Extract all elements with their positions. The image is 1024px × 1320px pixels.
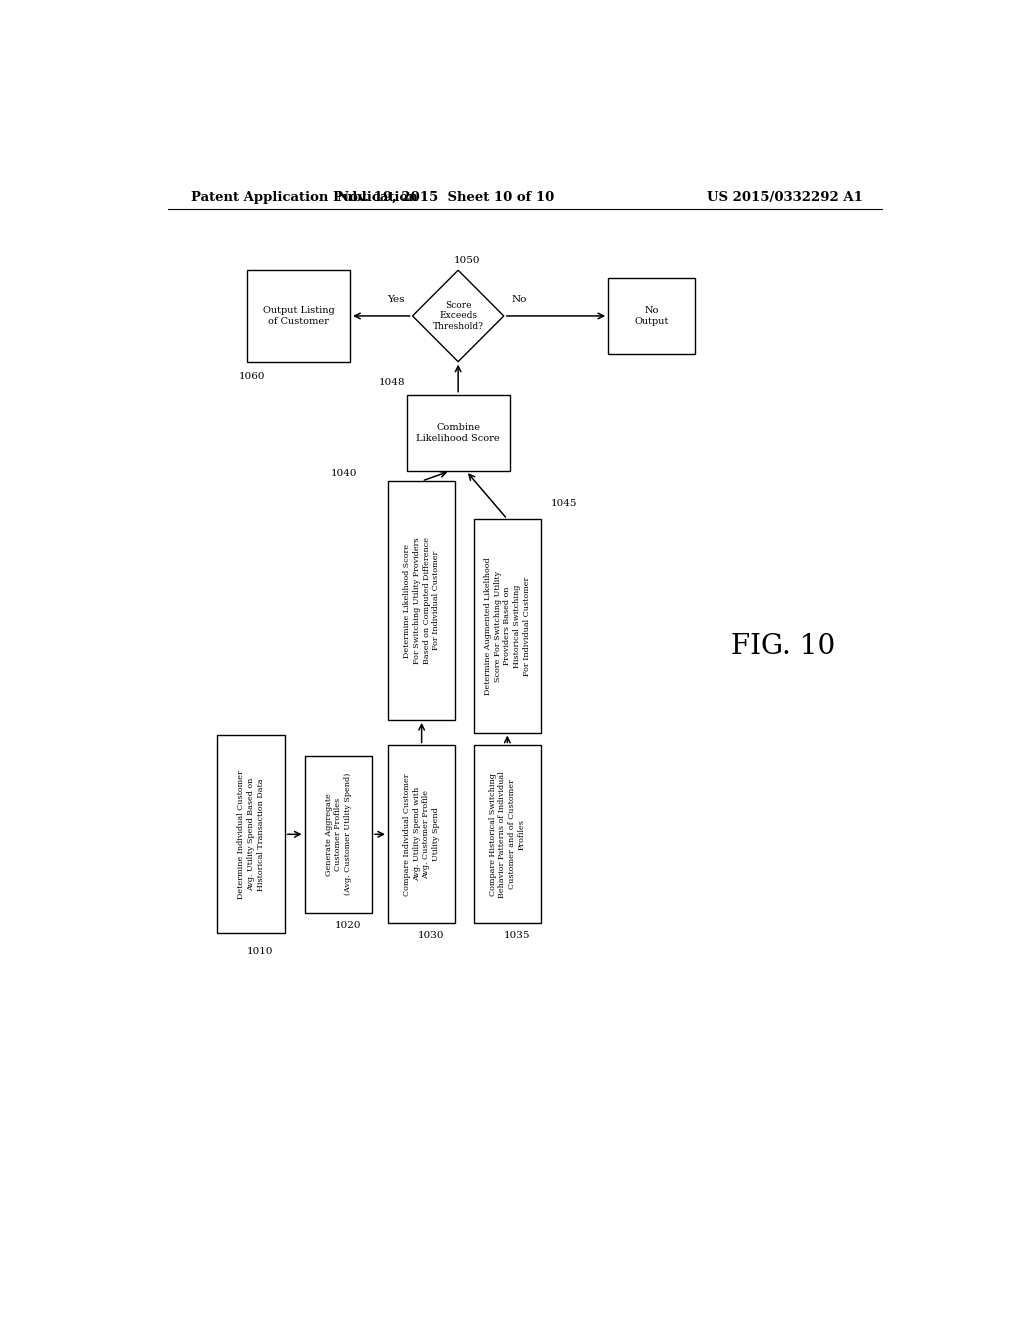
Bar [474,746,541,923]
Text: Determine Likelihood Score
For Switching Utility Providers
Based on Computed Dif: Determine Likelihood Score For Switching… [402,537,440,664]
Text: 1030: 1030 [418,932,444,940]
Text: 1010: 1010 [247,946,273,956]
Text: Generate Aggregate
Customer Profiles
(Avg. Customer Utility Spend): Generate Aggregate Customer Profiles (Av… [325,774,352,895]
Polygon shape [413,271,504,362]
Text: Score
Exceeds
Threshold?: Score Exceeds Threshold? [433,301,483,331]
Text: Determine Individual Customer
Avg. Utility Spend Based on
Historical Transaction: Determine Individual Customer Avg. Utili… [238,770,265,899]
Text: Compare Historical Switching
Behavior Patterns of Individual
Customer and of Cus: Compare Historical Switching Behavior Pa… [488,771,526,898]
Text: 1050: 1050 [455,256,480,264]
Text: Nov. 19, 2015  Sheet 10 of 10: Nov. 19, 2015 Sheet 10 of 10 [337,190,554,203]
Text: 1040: 1040 [331,469,357,478]
Bar [407,395,510,471]
Text: 1060: 1060 [240,372,265,381]
Bar [608,277,695,354]
Text: Combine
Likelihood Score: Combine Likelihood Score [417,422,500,444]
Text: Output Listing
of Customer: Output Listing of Customer [263,306,335,326]
Text: US 2015/0332292 A1: US 2015/0332292 A1 [708,190,863,203]
Bar [247,271,350,362]
Text: FIG. 10: FIG. 10 [731,632,836,660]
Text: No: No [512,294,527,304]
Bar [217,735,285,933]
Text: 1020: 1020 [334,921,360,931]
Bar [388,480,456,719]
Bar [304,755,372,913]
Text: Compare Individual Customer
Avg. Utility Spend with
Avg. Customer Profile
Utilit: Compare Individual Customer Avg. Utility… [402,774,440,895]
Text: Yes: Yes [387,294,404,304]
Text: No
Output: No Output [635,306,669,326]
Text: 1045: 1045 [551,499,578,508]
Text: 1048: 1048 [379,378,406,387]
Text: 1035: 1035 [504,932,529,940]
Text: Determine Augmented Likelihood
Score For Switching Utility
Providers Based on
Hi: Determine Augmented Likelihood Score For… [483,557,530,694]
Bar [474,519,541,733]
Bar [388,746,456,923]
Text: Patent Application Publication: Patent Application Publication [191,190,418,203]
